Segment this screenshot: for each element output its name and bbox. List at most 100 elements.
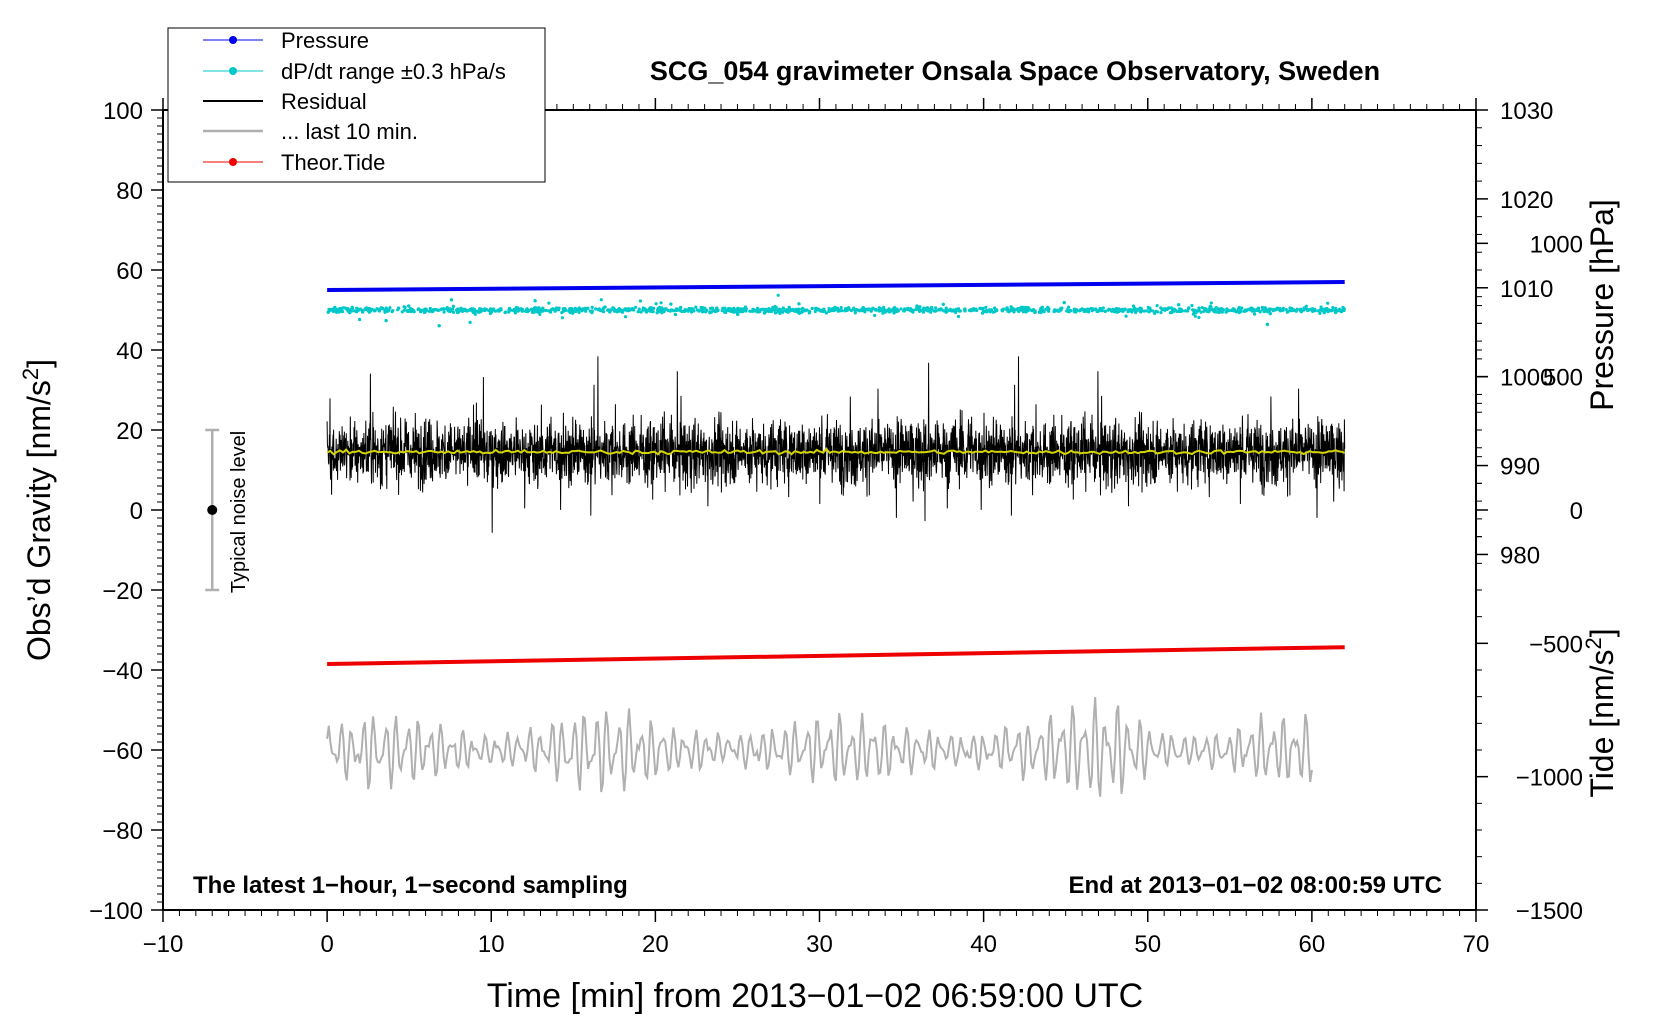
dpdt-point: [1280, 308, 1284, 312]
dpdt-point: [326, 310, 330, 314]
dpdt-point: [922, 306, 926, 310]
dpdt-point: [895, 307, 899, 311]
dpdt-point: [1066, 309, 1070, 313]
dpdt-point: [1026, 308, 1030, 312]
dpdt-point: [708, 311, 712, 315]
dpdt-point: [1000, 309, 1004, 313]
dpdt-point: [787, 305, 791, 310]
dpdt-point: [715, 309, 720, 313]
dpdt-point: [529, 307, 534, 311]
dpdt-point: [473, 308, 477, 312]
dpdt-point: [871, 307, 876, 311]
dpdt-point: [830, 308, 834, 313]
x-tick-label: 10: [478, 931, 505, 958]
dpdt-point: [906, 308, 910, 312]
dpdt-point: [533, 308, 537, 312]
dpdt-point: [577, 310, 581, 314]
legend-entry-pressure: Pressure: [203, 28, 369, 53]
dpdt-point: [1190, 303, 1194, 308]
dpdt-point: [1193, 314, 1197, 318]
dpdt-point: [457, 310, 461, 314]
dpdt-point: [981, 311, 985, 315]
dpdt-point: [1278, 307, 1282, 311]
dpdt-point: [776, 293, 780, 297]
dpdt-point: [1177, 303, 1181, 307]
dpdt-point: [433, 308, 437, 312]
dpdt-point: [917, 308, 922, 312]
y-axis-label-main: Obs’d Gravity [nm/s: [21, 380, 57, 661]
legend-label-dpdt: dP/dt range ±0.3 hPa/s: [281, 59, 506, 84]
dpdt-point: [1341, 308, 1345, 312]
dpdt-point: [833, 305, 837, 309]
pressure-tick-label: 1020: [1500, 187, 1553, 214]
dpdt-point: [844, 307, 848, 311]
dpdt-point: [895, 309, 899, 313]
dpdt-point: [1062, 301, 1066, 305]
dpdt-point: [1263, 308, 1267, 312]
dpdt-point: [513, 308, 517, 312]
dpdt-point: [551, 307, 555, 311]
dpdt-point: [581, 307, 585, 311]
dpdt-point: [478, 307, 482, 312]
x-tick-label: 0: [320, 931, 333, 958]
dpdt-point: [1265, 310, 1270, 314]
dpdt-point: [1284, 308, 1288, 312]
dpdt-point: [760, 307, 764, 311]
dpdt-point: [853, 311, 857, 315]
dpdt-point: [451, 310, 456, 314]
dpdt-point: [345, 307, 349, 312]
dpdt-point: [671, 309, 676, 313]
dpdt-point: [428, 306, 432, 311]
dpdt-point: [655, 311, 659, 315]
dpdt-point: [1263, 306, 1267, 310]
dpdt-point: [1021, 310, 1026, 314]
legend-entry-residual: Residual: [203, 89, 367, 114]
dpdt-point: [877, 308, 881, 312]
dpdt-point: [590, 305, 594, 309]
dpdt-point: [431, 309, 435, 314]
series-theor-tide: [327, 645, 1345, 666]
dpdt-point: [1304, 304, 1308, 308]
dpdt-point: [989, 308, 994, 312]
dpdt-point: [367, 306, 371, 311]
dpdt-point: [953, 309, 958, 313]
dpdt-point: [449, 298, 454, 302]
dpdt-point: [1244, 308, 1248, 312]
dpdt-point: [1331, 306, 1335, 310]
dpdt-point: [694, 305, 698, 309]
dpdt-point: [361, 309, 365, 313]
y-axis-label-sup: 2: [18, 368, 43, 380]
legend-label-residual: Residual: [281, 89, 367, 114]
noise-level-label: Typical noise level: [228, 431, 250, 593]
dpdt-point: [519, 307, 523, 311]
dpdt-point: [1318, 311, 1322, 315]
dpdt-point: [774, 307, 778, 311]
dpdt-point: [880, 309, 884, 313]
dpdt-point: [877, 306, 881, 310]
pressure-tick-label: 990: [1500, 454, 1540, 481]
dpdt-point: [903, 307, 907, 311]
legend: Pressure dP/dt range ±0.3 hPa/s Residual…: [167, 27, 546, 183]
dpdt-point: [1226, 308, 1230, 312]
legend-entry-last10: ... last 10 min.: [203, 119, 418, 144]
dpdt-point: [641, 306, 646, 310]
tide-axis-label-sup: 2: [1581, 637, 1606, 649]
dpdt-point: [527, 308, 531, 313]
dpdt-point: [638, 299, 643, 303]
dpdt-point: [773, 311, 778, 315]
dpdt-point: [611, 306, 615, 310]
dpdt-point: [1306, 308, 1310, 313]
dpdt-point: [1033, 310, 1037, 314]
dpdt-point: [797, 302, 801, 306]
tide-axis-label-main: Tide [nm/s: [1584, 649, 1620, 797]
dpdt-point: [405, 309, 410, 313]
dpdt-point: [1268, 308, 1272, 312]
dpdt-point: [1206, 308, 1210, 313]
dpdt-point: [423, 307, 428, 311]
legend-box: [167, 27, 546, 183]
dpdt-point: [1024, 305, 1028, 310]
dpdt-point: [1039, 306, 1043, 310]
dpdt-point: [1078, 309, 1082, 313]
dpdt-point: [981, 306, 985, 310]
